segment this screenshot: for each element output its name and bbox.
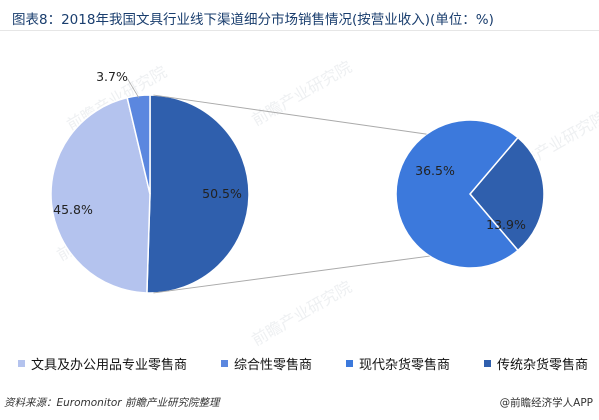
data-label: 13.9%: [486, 217, 526, 232]
sub-pie-slice: [469, 136, 545, 252]
pie-slice: [126, 94, 151, 195]
pie-slice: [146, 94, 250, 294]
legend-swatch: [483, 360, 491, 367]
credit-note: @前瞻经济学人APP: [499, 397, 593, 409]
leader-line: [126, 77, 140, 98]
connector-line: [153, 94, 427, 135]
legend-label: 传统杂货零售商: [496, 358, 588, 373]
legend-swatch: [18, 360, 25, 367]
data-label: 50.5%: [202, 186, 242, 201]
legend-label: 现代杂货零售商: [358, 358, 450, 373]
data-label: 36.5%: [415, 163, 455, 178]
legend-item: 文具及办公用品专业零售商: [18, 354, 187, 373]
chart-title: 图表8：2018年我国文具行业线下渠道细分市场销售情况(按营业收入)(单位：%): [12, 12, 494, 28]
legend-item: 传统杂货零售商: [483, 354, 588, 373]
legend-item: 综合性零售商: [220, 354, 312, 373]
chart-legend: 文具及办公用品专业零售商 综合性零售商 现代杂货零售商 传统杂货零售商: [18, 354, 588, 373]
legend-item: 现代杂货零售商: [345, 354, 450, 373]
pie-slice: [50, 96, 151, 294]
legend-swatch: [220, 360, 228, 367]
title-divider: [0, 30, 599, 31]
legend-swatch: [345, 360, 353, 367]
legend-label: 文具及办公用品专业零售商: [31, 358, 188, 373]
source-note: 资料来源：Euromonitor 前瞻产业研究院整理: [4, 397, 220, 409]
connector-line: [153, 255, 430, 294]
sub-pie-slice: [395, 119, 519, 269]
data-label: 3.7%: [96, 69, 128, 84]
data-label: 45.8%: [53, 202, 93, 217]
legend-label: 综合性零售商: [233, 358, 312, 373]
